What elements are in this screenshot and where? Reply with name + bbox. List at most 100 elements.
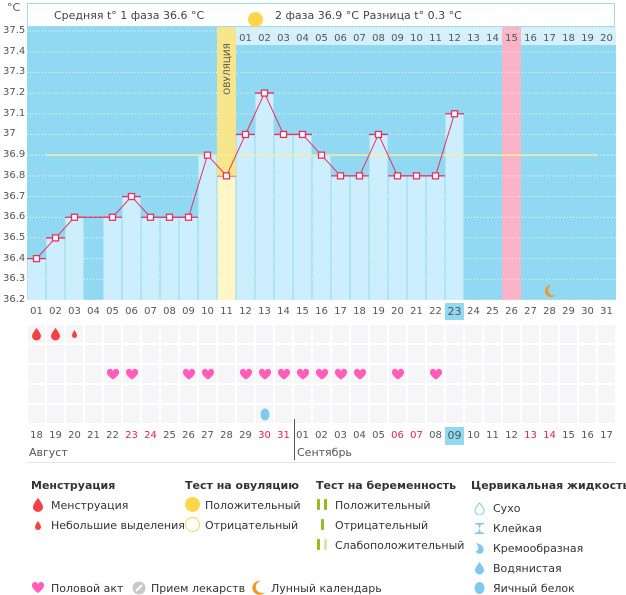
- cycle-day-label[interactable]: 31: [600, 306, 613, 317]
- symptom-cell[interactable]: [503, 325, 520, 343]
- calendar-date[interactable]: 02: [315, 430, 328, 441]
- symptom-cell[interactable]: [180, 345, 197, 363]
- cycle-day-label[interactable]: 11: [220, 306, 233, 317]
- symptom-cell[interactable]: [579, 345, 596, 363]
- cycle-day-label[interactable]: 22: [429, 306, 442, 317]
- cycle-day-label[interactable]: 24: [467, 306, 480, 317]
- symptom-cell[interactable]: [313, 325, 330, 343]
- symptom-cell[interactable]: [180, 385, 197, 403]
- symptom-cell[interactable]: [484, 405, 501, 423]
- symptom-cell[interactable]: [560, 325, 577, 343]
- symptom-cell[interactable]: [484, 365, 501, 383]
- symptom-cell[interactable]: [465, 385, 482, 403]
- symptom-cell[interactable]: [598, 385, 615, 403]
- symptom-cell[interactable]: [161, 345, 178, 363]
- cycle-day-label[interactable]: 06: [125, 306, 138, 317]
- cycle-day-label[interactable]: 23: [445, 303, 464, 320]
- symptom-cell[interactable]: [256, 345, 273, 363]
- symptom-cell[interactable]: [275, 405, 292, 423]
- intercourse-heart-icon[interactable]: [274, 365, 293, 383]
- cycle-day-label[interactable]: 02: [49, 306, 62, 317]
- calendar-date[interactable]: 22: [106, 430, 119, 441]
- symptom-cell[interactable]: [28, 365, 45, 383]
- symptom-cell[interactable]: [161, 385, 178, 403]
- symptom-cell[interactable]: [598, 365, 615, 383]
- cycle-day-label[interactable]: 09: [182, 306, 195, 317]
- symptom-cell[interactable]: [237, 345, 254, 363]
- symptom-cell[interactable]: [465, 405, 482, 423]
- symptom-cell[interactable]: [85, 385, 102, 403]
- symptom-cell[interactable]: [427, 345, 444, 363]
- symptom-cell[interactable]: [484, 385, 501, 403]
- symptom-cell[interactable]: [389, 325, 406, 343]
- symptom-cell[interactable]: [104, 405, 121, 423]
- cycle-day-label[interactable]: 10: [201, 306, 214, 317]
- symptom-cell[interactable]: [389, 405, 406, 423]
- symptom-cell[interactable]: [408, 325, 425, 343]
- symptom-cell[interactable]: [313, 385, 330, 403]
- symptom-cell[interactable]: [161, 325, 178, 343]
- cycle-day-label[interactable]: 27: [524, 306, 537, 317]
- symptom-cell[interactable]: [503, 385, 520, 403]
- symptom-cell[interactable]: [351, 385, 368, 403]
- intercourse-heart-icon[interactable]: [331, 365, 350, 383]
- symptom-cell[interactable]: [522, 325, 539, 343]
- intercourse-heart-icon[interactable]: [293, 365, 312, 383]
- cycle-day-label[interactable]: 28: [543, 306, 556, 317]
- symptom-cell[interactable]: [446, 405, 463, 423]
- menstruation-drop-icon[interactable]: [27, 325, 46, 343]
- symptom-cell[interactable]: [85, 325, 102, 343]
- symptom-cell[interactable]: [370, 325, 387, 343]
- symptom-cell[interactable]: [446, 365, 463, 383]
- cycle-day-label[interactable]: 07: [144, 306, 157, 317]
- symptom-cell[interactable]: [370, 365, 387, 383]
- egg-white-icon[interactable]: [255, 405, 274, 423]
- calendar-date[interactable]: 19: [49, 430, 62, 441]
- symptom-cell[interactable]: [370, 345, 387, 363]
- cycle-day-label[interactable]: 29: [562, 306, 575, 317]
- calendar-date[interactable]: 24: [144, 430, 157, 441]
- symptom-cell[interactable]: [332, 345, 349, 363]
- symptom-cell[interactable]: [104, 325, 121, 343]
- symptom-cell[interactable]: [142, 345, 159, 363]
- symptom-cell[interactable]: [446, 325, 463, 343]
- cycle-day-label[interactable]: 25: [486, 306, 499, 317]
- symptom-cell[interactable]: [66, 385, 83, 403]
- symptom-cell[interactable]: [142, 365, 159, 383]
- calendar-date[interactable]: 26: [182, 430, 195, 441]
- symptom-cell[interactable]: [579, 385, 596, 403]
- symptom-cell[interactable]: [598, 345, 615, 363]
- cycle-day-label[interactable]: 01: [30, 306, 43, 317]
- symptom-cell[interactable]: [180, 325, 197, 343]
- calendar-date[interactable]: 08: [429, 430, 442, 441]
- bbt-chart[interactable]: ОВУЛЯЦИЯ 01 02 03 04 05 06 07 08 09 10 11 12 13 14 15 16…: [27, 27, 616, 300]
- symptom-cell[interactable]: [85, 405, 102, 423]
- cycle-day-label[interactable]: 19: [372, 306, 385, 317]
- calendar-date[interactable]: 25: [163, 430, 176, 441]
- calendar-date[interactable]: 27: [201, 430, 214, 441]
- intercourse-heart-icon[interactable]: [236, 365, 255, 383]
- calendar-date[interactable]: 06: [391, 430, 404, 441]
- calendar-date[interactable]: 17: [600, 430, 613, 441]
- symptom-cell[interactable]: [541, 405, 558, 423]
- calendar-date[interactable]: 13: [524, 430, 537, 441]
- symptom-cell[interactable]: [598, 325, 615, 343]
- symptom-cell[interactable]: [408, 405, 425, 423]
- intercourse-heart-icon[interactable]: [122, 365, 141, 383]
- symptom-cell[interactable]: [142, 405, 159, 423]
- symptom-cell[interactable]: [541, 345, 558, 363]
- symptom-cell[interactable]: [351, 325, 368, 343]
- symptom-cell[interactable]: [294, 405, 311, 423]
- symptom-cell[interactable]: [237, 405, 254, 423]
- symptom-cell[interactable]: [465, 325, 482, 343]
- cycle-day-label[interactable]: 18: [353, 306, 366, 317]
- symptom-cell[interactable]: [123, 405, 140, 423]
- symptom-cell[interactable]: [427, 385, 444, 403]
- symptom-cell[interactable]: [104, 345, 121, 363]
- symptom-cell[interactable]: [28, 345, 45, 363]
- symptom-cell[interactable]: [389, 385, 406, 403]
- symptom-cell[interactable]: [560, 385, 577, 403]
- symptom-cell[interactable]: [313, 345, 330, 363]
- symptom-cell[interactable]: [503, 365, 520, 383]
- symptom-cell[interactable]: [237, 325, 254, 343]
